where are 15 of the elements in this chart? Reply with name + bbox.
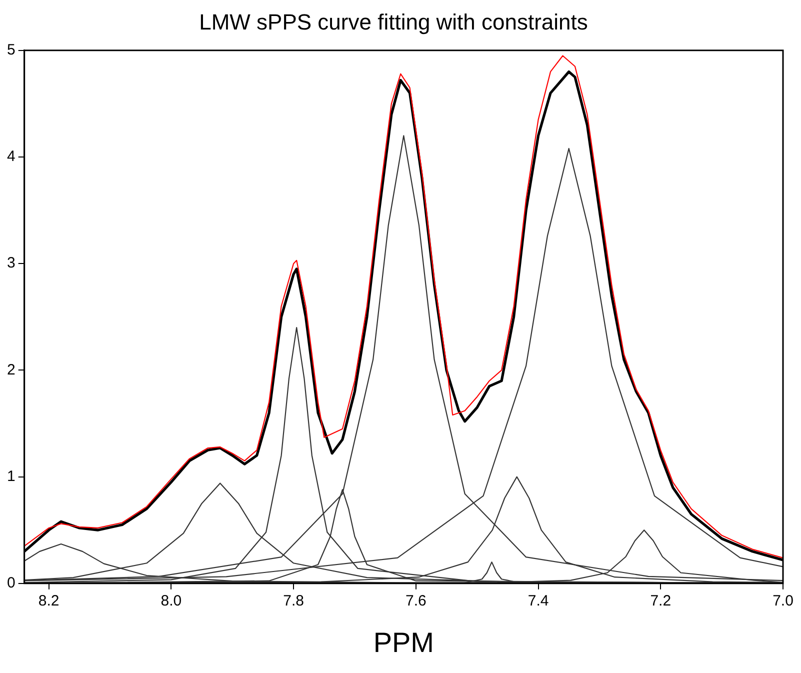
x-tick-label: 7.0 [772, 592, 794, 610]
x-tick-label: 7.8 [283, 592, 304, 610]
y-tick-label: 0 [7, 574, 16, 592]
y-tick-label: 5 [7, 42, 16, 59]
x-tick-label: 7.2 [650, 592, 672, 610]
x-tick-label: 8.0 [160, 592, 182, 610]
y-tick-label: 2 [7, 361, 16, 378]
x-tick-label: 8.2 [38, 592, 60, 610]
x-tick-label: 7.6 [405, 592, 426, 610]
y-tick-label: 3 [7, 254, 16, 272]
y-tick-label: 1 [7, 468, 16, 485]
chart-title: LMW sPPS curve fitting with constraints [199, 9, 588, 34]
x-tick-label: 7.4 [528, 592, 549, 610]
x-axis-title: PPM [373, 626, 434, 658]
y-tick-label: 4 [7, 148, 16, 166]
